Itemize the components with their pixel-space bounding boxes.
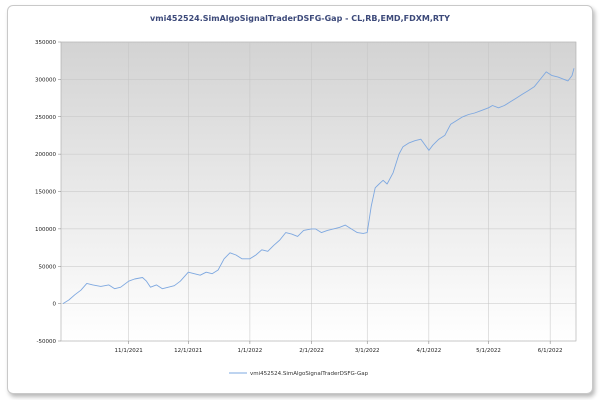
series-layer <box>62 68 575 304</box>
y-tick-label: 250000 <box>35 115 56 121</box>
y-tick-label: 200000 <box>35 152 56 158</box>
grid-lines <box>61 41 576 342</box>
x-tick-label: 2/1/2022 <box>299 348 324 354</box>
x-tick-label: 6/1/2022 <box>538 348 563 354</box>
legend-label: vmi452524.SimAlgoSignalTraderDSFG-Gap <box>250 371 369 377</box>
y-tick-label: 150000 <box>35 190 56 196</box>
y-tick-label: 100000 <box>35 227 56 233</box>
y-tick-label: 350000 <box>35 40 56 46</box>
y-tick-label: 0 <box>53 302 57 308</box>
chart-title: vmi452524.SimAlgoSignalTraderDSFG-Gap - … <box>150 14 450 23</box>
series-line-0 <box>62 68 575 304</box>
x-tick-label: 3/1/2022 <box>355 348 380 354</box>
x-tick-label: 12/1/2021 <box>174 348 202 354</box>
legend: vmi452524.SimAlgoSignalTraderDSFG-Gap <box>229 371 369 377</box>
y-tick-label: 300000 <box>35 77 56 83</box>
x-tick-label: 1/1/2022 <box>238 348 263 354</box>
x-axis-ticks: 11/1/2021 12/1/2021 1/1/2022 2/1/2022 3/1/20… <box>115 341 563 354</box>
x-tick-label: 5/1/2022 <box>476 348 501 354</box>
y-tick-label: 50000 <box>39 264 57 270</box>
y-tick-label: -50000 <box>37 339 57 345</box>
y-axis-ticks: -50000 0 50000 100000 150000 200000 250000 3000… <box>35 40 61 345</box>
x-tick-label: 4/1/2022 <box>417 348 442 354</box>
x-tick-label: 11/1/2021 <box>115 348 143 354</box>
